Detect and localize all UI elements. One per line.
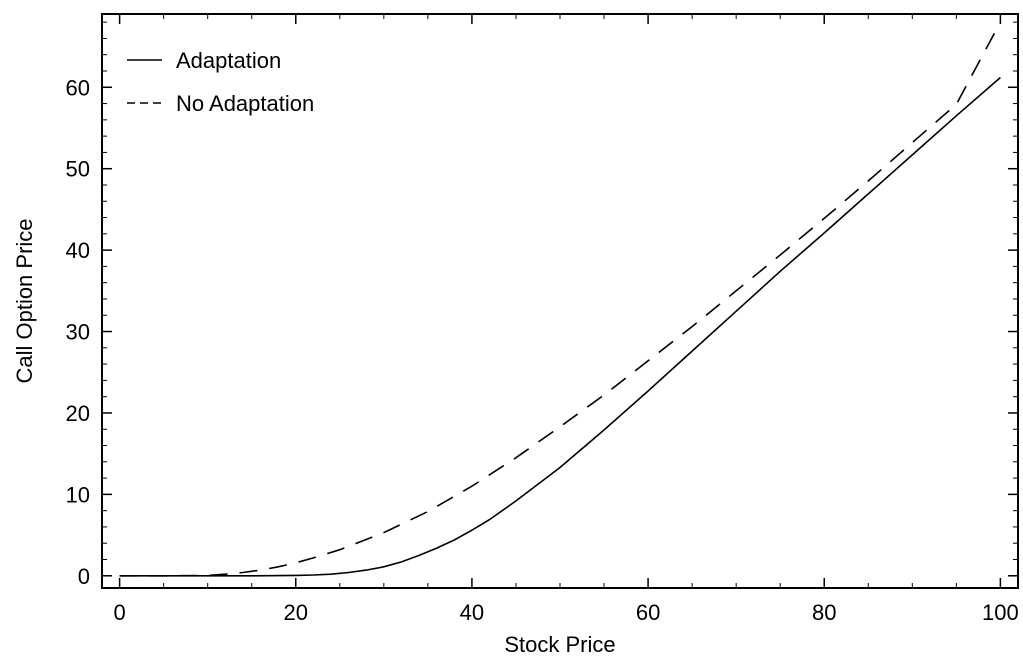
tick-labels: 0 20 40 60 80 100 0 10 20 30 40 50 60 — [66, 75, 1019, 625]
x-tick-label: 20 — [284, 600, 308, 625]
y-tick-label: 60 — [66, 75, 90, 100]
x-tick-label: 80 — [812, 600, 836, 625]
legend-label-no-adaptation: No Adaptation — [176, 91, 314, 116]
series-group — [119, 21, 1002, 577]
legend: Adaptation No Adaptation — [127, 48, 314, 116]
axis-ticks — [102, 14, 1018, 588]
x-tick-label: 0 — [113, 600, 125, 625]
y-tick-label: 20 — [66, 401, 90, 426]
y-tick-label: 50 — [66, 157, 90, 182]
y-tick-label: 10 — [66, 482, 90, 507]
y-tick-label: 40 — [66, 238, 90, 263]
y-tick-label: 30 — [66, 320, 90, 345]
legend-label-adaptation: Adaptation — [176, 48, 281, 73]
x-tick-label: 100 — [982, 600, 1019, 625]
x-tick-label: 40 — [460, 600, 484, 625]
series-line-no-adaptation — [119, 21, 1002, 577]
y-axis-label: Call Option Price — [12, 218, 37, 383]
y-tick-label: 0 — [78, 564, 90, 589]
x-axis-label: Stock Price — [504, 632, 615, 657]
x-tick-label: 60 — [636, 600, 660, 625]
series-line-adaptation — [119, 76, 1001, 577]
